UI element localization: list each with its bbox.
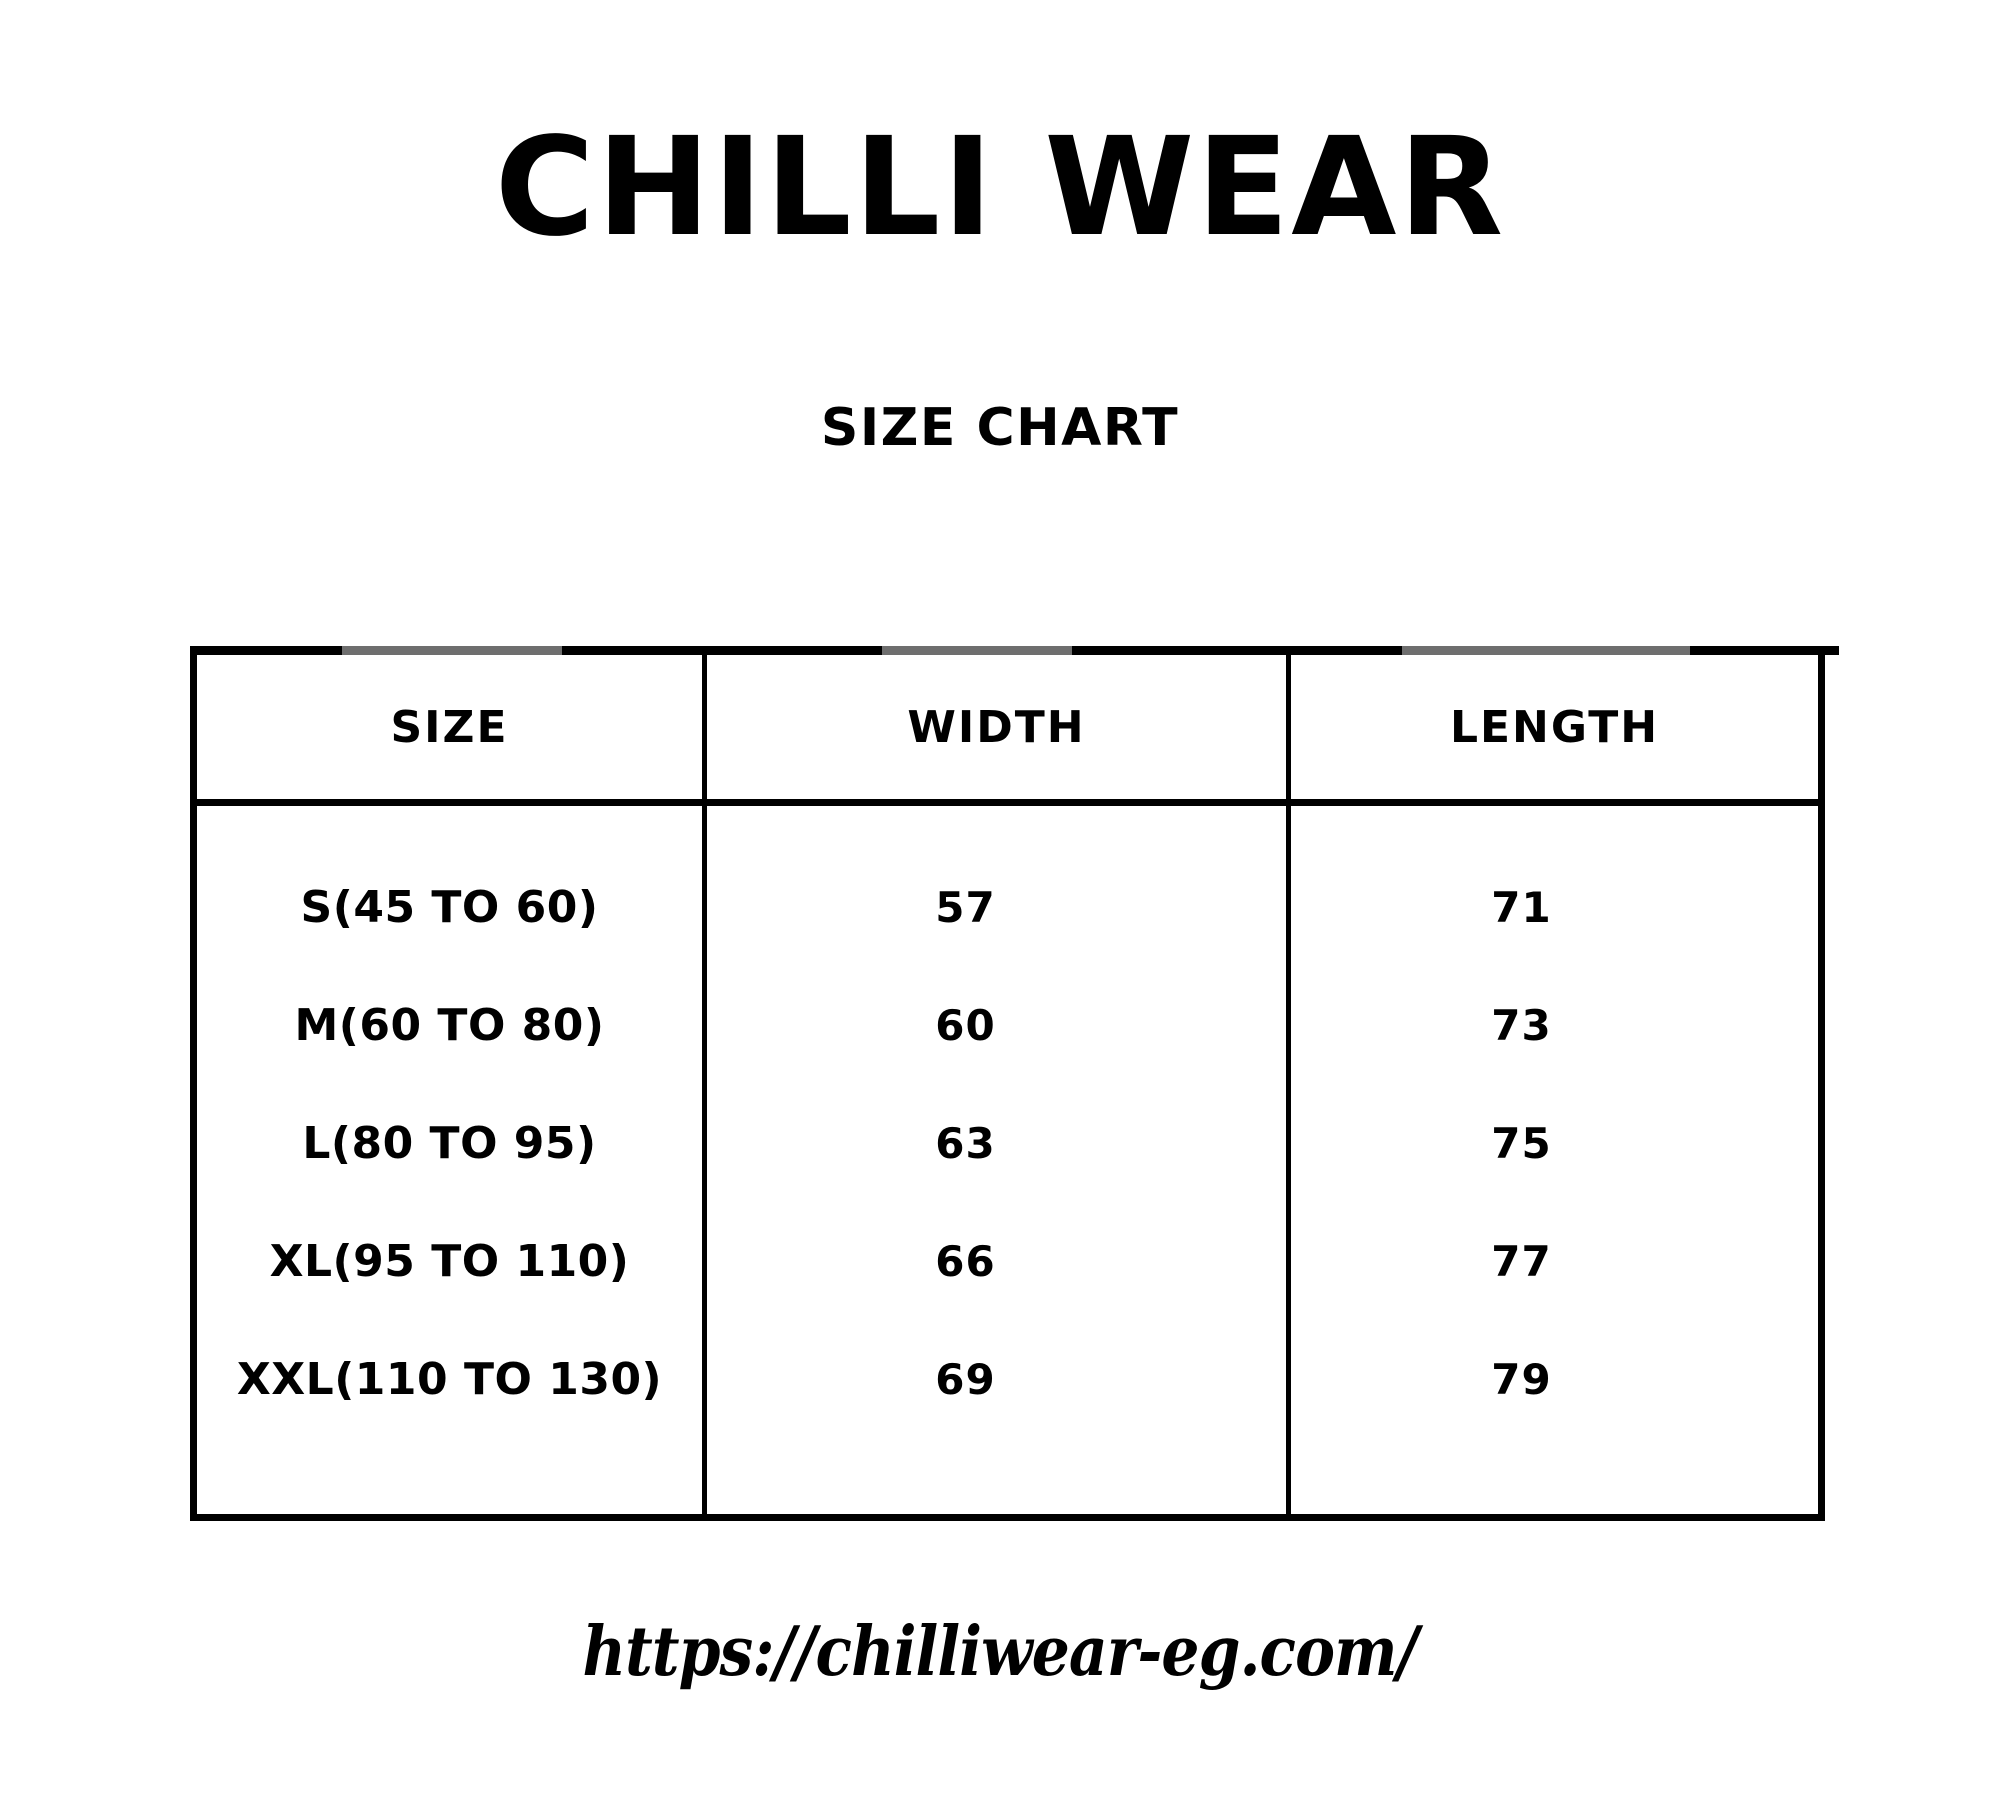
- column-length: 71 73 75 77 79: [1291, 806, 1818, 1514]
- table-body: S(45 TO 60) M(60 TO 80) L(80 TO 95) XL(9…: [197, 806, 1818, 1514]
- table-row: 66: [935, 1236, 996, 1286]
- column-header-length: LENGTH: [1449, 701, 1660, 753]
- table-row: 75: [1491, 1118, 1552, 1168]
- table-row: 60: [935, 1000, 996, 1050]
- table-row: XXL(110 TO 130): [236, 1353, 663, 1405]
- table-row: M(60 TO 80): [294, 999, 605, 1051]
- table-row: 69: [935, 1354, 996, 1404]
- table-row: S(45 TO 60): [300, 881, 599, 933]
- page-title: CHILLI WEAR: [494, 109, 1506, 267]
- table-row: L(80 TO 95): [302, 1117, 597, 1169]
- table-row: 73: [1491, 1000, 1552, 1050]
- page-subtitle: SIZE CHART: [820, 398, 1180, 458]
- table-row: 71: [1491, 882, 1552, 932]
- table-row: XL(95 TO 110): [269, 1235, 630, 1287]
- table-header-row: SIZE WIDTH LENGTH: [197, 655, 1818, 806]
- table-row: 79: [1491, 1354, 1552, 1404]
- column-width: 57 60 63 66 69: [707, 806, 1291, 1514]
- table-row: 63: [935, 1118, 996, 1168]
- table-row: 57: [935, 882, 996, 932]
- column-header-size: SIZE: [197, 655, 707, 799]
- column-size: S(45 TO 60) M(60 TO 80) L(80 TO 95) XL(9…: [197, 806, 707, 1514]
- table-row: 77: [1491, 1236, 1552, 1286]
- table-top-rule: [190, 646, 1839, 655]
- column-header-width: WIDTH: [707, 655, 1291, 799]
- size-chart-table: SIZE WIDTH LENGTH S(45 TO 60) M(60 TO 80…: [190, 646, 1839, 1521]
- website-url[interactable]: https://chilliwear-eg.com/: [582, 1612, 1418, 1692]
